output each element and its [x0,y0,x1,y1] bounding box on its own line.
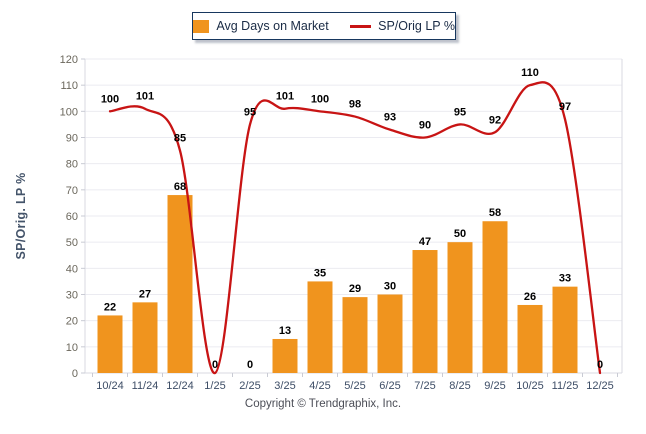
svg-text:10/24: 10/24 [96,380,124,392]
bar [97,315,123,373]
svg-text:0: 0 [597,359,603,371]
svg-text:11/25: 11/25 [552,380,579,392]
svg-text:92: 92 [489,114,501,126]
bar [307,281,333,373]
svg-text:95: 95 [454,106,466,118]
svg-text:20: 20 [66,316,78,328]
bar [342,297,368,373]
svg-text:29: 29 [349,283,361,295]
svg-text:26: 26 [524,291,536,303]
svg-text:97: 97 [559,101,571,113]
svg-text:70: 70 [66,185,78,197]
svg-text:7/25: 7/25 [414,380,435,392]
svg-text:0: 0 [247,359,253,371]
svg-text:30: 30 [66,290,78,302]
svg-text:120: 120 [60,54,78,66]
svg-text:100: 100 [101,93,119,105]
svg-text:101: 101 [276,91,294,103]
svg-text:110: 110 [521,67,539,79]
bar [167,195,193,373]
svg-text:98: 98 [349,99,361,111]
legend: Avg Days on Market SP/Orig LP % [192,12,456,40]
svg-text:85: 85 [174,133,186,145]
svg-text:68: 68 [174,181,186,193]
svg-text:101: 101 [136,91,154,103]
svg-text:4/25: 4/25 [309,380,330,392]
svg-text:40: 40 [66,263,78,275]
bar [272,338,298,373]
x-axis-ticks: 10/24 11/24 12/24 1/25 2/25 3/25 4/25 5/25 6/25 7… [92,373,618,392]
svg-text:5/25: 5/25 [344,380,365,392]
svg-text:35: 35 [314,267,326,279]
svg-text:2/25: 2/25 [239,380,260,392]
svg-text:33: 33 [559,273,571,285]
svg-text:6/25: 6/25 [379,380,400,392]
svg-text:58: 58 [489,207,501,219]
svg-text:10: 10 [66,342,78,354]
svg-text:8/25: 8/25 [449,380,470,392]
svg-text:80: 80 [66,159,78,171]
line-series [108,81,602,375]
svg-text:11/24: 11/24 [132,380,159,392]
copyright-text: Copyright © Trendgraphix, Inc. [244,398,402,410]
legend-line-label: SP/Orig LP % [378,19,455,33]
svg-text:47: 47 [419,236,431,248]
svg-text:90: 90 [419,120,431,132]
svg-text:3/25: 3/25 [274,380,295,392]
svg-text:12/25: 12/25 [586,380,614,392]
bar-value-labels: 22 27 68 0 0 13 35 29 30 47 50 58 26 33 0 [104,181,603,371]
svg-text:100: 100 [311,93,329,105]
bar-series [97,195,578,373]
bar [482,221,508,373]
svg-text:0: 0 [72,368,78,380]
svg-text:110: 110 [60,80,78,92]
svg-text:27: 27 [139,288,151,300]
svg-text:10/25: 10/25 [516,380,544,392]
legend-bar-swatch-icon [193,19,210,33]
legend-line-swatch-icon [349,24,372,28]
bar [377,294,403,373]
svg-text:9/25: 9/25 [484,380,505,392]
bar [412,250,438,373]
svg-text:50: 50 [454,228,466,240]
svg-text:1/25: 1/25 [204,380,225,392]
svg-text:95: 95 [244,106,256,118]
svg-text:12/24: 12/24 [166,380,194,392]
bar [552,286,578,373]
svg-text:0: 0 [212,359,218,371]
bar [447,242,473,373]
svg-text:22: 22 [104,301,116,313]
line-value-labels: 100 101 85 95 101 100 98 93 90 95 92 110 97 [101,67,571,144]
legend-bar-label: Avg Days on Market [216,19,329,33]
bar [517,304,543,373]
svg-text:60: 60 [66,211,78,223]
bar [132,302,158,373]
svg-text:50: 50 [66,237,78,249]
svg-text:90: 90 [66,133,78,145]
svg-text:13: 13 [279,325,291,337]
svg-text:93: 93 [384,112,396,124]
svg-text:30: 30 [384,281,396,293]
svg-text:100: 100 [60,106,78,118]
y-axis-ticks: 0 10 20 30 40 50 60 70 80 90 100 110 120 [60,54,85,380]
